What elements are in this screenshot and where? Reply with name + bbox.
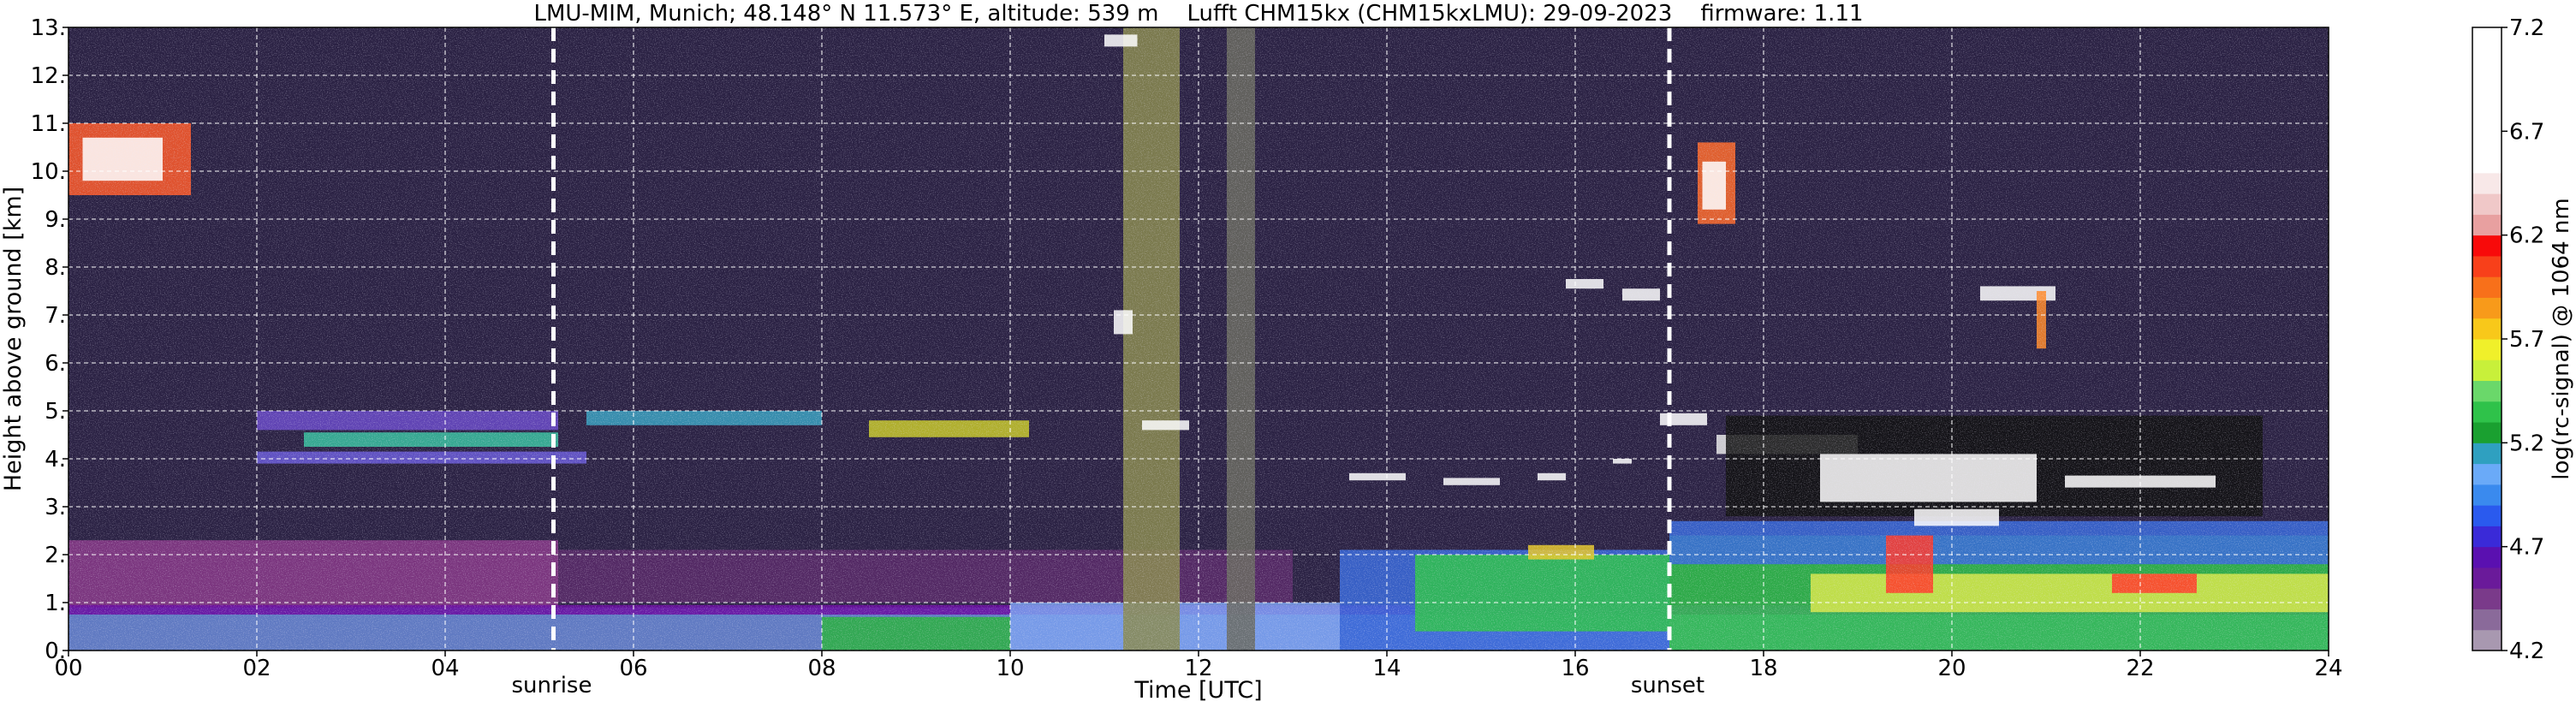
colorbar-tick-label: 5.7 [2509,327,2544,353]
y-tick-label: 6. [45,351,66,377]
plot-area [68,27,2329,651]
y-axis-label: Height above ground [km] [0,187,27,491]
colorbar-segment [2472,318,2502,340]
colorbar-segment [2472,193,2502,215]
colorbar-segment [2472,505,2502,526]
colorbar-segment [2472,567,2502,589]
y-tick-label: 2. [45,543,66,568]
chart-title: LMU-MIM, Munich; 48.148° N 11.573° E, al… [533,1,1863,27]
colorbar-segment [2472,27,2502,174]
colorbar-segment [2472,526,2502,548]
y-tick-label: 9. [45,207,66,233]
x-tick-label: 18 [1749,656,1777,681]
colorbar-tick-label: 7.2 [2509,15,2544,41]
colorbar-segment [2472,609,2502,631]
colorbar-segment [2472,380,2502,402]
x-tick-label: 16 [1561,656,1589,681]
colorbar-segment [2472,629,2502,651]
y-tick-label: 0. [45,639,66,664]
colorbar-label: log(rc-signal) @ 1064 nm [2549,198,2574,479]
y-tick-label: 7. [45,303,66,329]
colorbar-tick-label: 4.2 [2509,639,2544,664]
x-tick-label: 20 [1937,656,1966,681]
x-tick-label: 02 [242,656,271,681]
x-tick-label: 00 [54,656,82,681]
y-tick-label: 11. [31,111,66,137]
y-tick-label: 13. [31,15,66,41]
x-tick-label: 04 [431,656,459,681]
colorbar-segment [2472,297,2502,319]
colorbar-tick-label: 5.2 [2509,431,2544,456]
sun-annotation: sunrise [512,673,592,698]
colorbar-segment [2472,359,2502,382]
y-tick-label: 10. [31,159,66,185]
colorbar-tick-label: 4.7 [2509,535,2544,561]
colorbar-segment [2472,422,2502,443]
colorbar-segment [2472,255,2502,277]
y-tick-label: 3. [45,495,66,520]
colorbar-ticks: 4.2 4.7 5.2 5.7 6.2 6.7 7.2 [2502,15,2544,664]
x-tick-label: 06 [619,656,647,681]
colorbar-segment [2472,401,2502,423]
colorbar-tick-label: 6.7 [2509,119,2544,145]
sun-annotation: sunset [1631,673,1704,698]
colorbar-tick-label: 6.2 [2509,223,2544,249]
grid-lines [68,27,2329,651]
y-axis-ticks: 0. 1. 2. 3. 4. 5. 6. 7. 8. 9. 10. 11. 12. 13. [31,15,68,664]
colorbar-segment [2472,339,2502,360]
colorbar [2472,27,2502,651]
colorbar-segment [2472,235,2502,257]
colorbar-segment [2472,588,2502,609]
x-tick-label: 24 [2314,656,2342,681]
y-tick-label: 5. [45,399,66,425]
y-tick-label: 12. [31,63,66,89]
colorbar-segment [2472,443,2502,465]
colorbar-segment [2472,214,2502,236]
x-axis-ticks: 00 02 04 06 08 10 12 14 16 18 20 22 24 [54,651,2343,681]
colorbar-segment [2472,484,2502,506]
y-tick-label: 1. [45,591,66,616]
x-axis-label: Time [UTC] [1133,677,1262,704]
colorbar-segment [2472,172,2502,194]
y-tick-label: 8. [45,255,66,281]
x-tick-label: 08 [807,656,836,681]
x-tick-label: 14 [1372,656,1401,681]
colorbar-segment [2472,546,2502,568]
sun-event-lines [551,27,1672,651]
x-tick-label: 10 [996,656,1024,681]
colorbar-segment [2472,463,2502,485]
x-tick-label: 22 [2126,656,2154,681]
colorbar-segment [2472,276,2502,298]
sun-annotations: sunrise sunset [512,673,1705,698]
x-tick-label: 12 [1184,656,1212,681]
y-tick-label: 4. [45,447,66,472]
